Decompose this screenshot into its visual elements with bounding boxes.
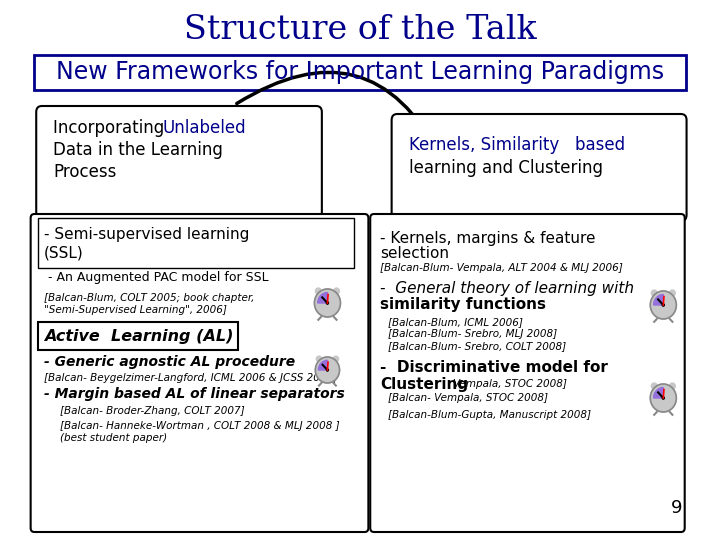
FancyArrowPatch shape: [237, 72, 441, 157]
Text: [Balcan- Beygelzimer-Langford, ICML 2006 & JCSS 2008]: [Balcan- Beygelzimer-Langford, ICML 2006…: [44, 373, 337, 383]
Text: [Balcan-Blum- Srebro, MLJ 2008]: [Balcan-Blum- Srebro, MLJ 2008]: [388, 329, 557, 339]
Text: [Balcan- Hanneke-Wortman , COLT 2008 & MLJ 2008 ]: [Balcan- Hanneke-Wortman , COLT 2008 & M…: [60, 421, 340, 431]
Circle shape: [652, 383, 657, 389]
Text: - Margin based AL of linear separators: - Margin based AL of linear separators: [44, 387, 344, 401]
Text: Structure of the Talk: Structure of the Talk: [184, 14, 536, 46]
Circle shape: [662, 304, 665, 306]
Text: "Semi-Supervised Learning", 2006]: "Semi-Supervised Learning", 2006]: [44, 305, 227, 315]
FancyBboxPatch shape: [370, 214, 685, 532]
Circle shape: [316, 356, 322, 362]
Text: Process: Process: [53, 163, 117, 181]
Text: 9: 9: [670, 499, 682, 517]
Wedge shape: [654, 388, 663, 398]
Text: [Balcan-Blum- Srebro, COLT 2008]: [Balcan-Blum- Srebro, COLT 2008]: [388, 341, 566, 351]
Circle shape: [670, 290, 675, 296]
Text: Kernels, Similarity   based: Kernels, Similarity based: [409, 136, 626, 154]
Circle shape: [333, 356, 338, 362]
Wedge shape: [318, 293, 328, 303]
Circle shape: [315, 289, 341, 317]
Text: -  General theory of learning with: - General theory of learning with: [380, 280, 634, 295]
Text: Incorporating: Incorporating: [53, 119, 175, 137]
Text: (SSL): (SSL): [44, 246, 84, 260]
Text: [Balcan-Blum, COLT 2005; book chapter,: [Balcan-Blum, COLT 2005; book chapter,: [44, 293, 254, 303]
Text: [Balcan-Blum-Gupta, Manuscript 2008]: [Balcan-Blum-Gupta, Manuscript 2008]: [388, 410, 591, 420]
FancyBboxPatch shape: [31, 214, 369, 532]
Circle shape: [326, 302, 328, 304]
Bar: [38, 218, 354, 268]
Text: New Frameworks for Important Learning Paradigms: New Frameworks for Important Learning Pa…: [56, 60, 664, 84]
Bar: [35, 55, 685, 90]
Bar: [38, 322, 238, 350]
FancyBboxPatch shape: [36, 106, 322, 218]
Circle shape: [650, 384, 676, 412]
Text: - Semi-supervised learning: - Semi-supervised learning: [44, 227, 249, 242]
Text: similarity functions: similarity functions: [380, 296, 546, 312]
FancyBboxPatch shape: [392, 114, 687, 221]
Text: [Balcan- Vempala, STOC 2008]: [Balcan- Vempala, STOC 2008]: [388, 393, 548, 403]
Circle shape: [670, 383, 675, 389]
Text: - Kernels, margins & feature: - Kernels, margins & feature: [380, 231, 596, 246]
Text: selection: selection: [380, 246, 449, 261]
Circle shape: [652, 290, 657, 296]
Text: learning and Clustering: learning and Clustering: [409, 159, 603, 177]
Circle shape: [662, 397, 665, 399]
Text: Data in the Learning: Data in the Learning: [53, 141, 223, 159]
Text: [Balcan- Broder-Zhang, COLT 2007]: [Balcan- Broder-Zhang, COLT 2007]: [60, 406, 245, 416]
Text: [Balcan-Blum- Vempala, ALT 2004 & MLJ 2006]: [Balcan-Blum- Vempala, ALT 2004 & MLJ 20…: [380, 263, 624, 273]
Text: -  Discriminative model for: - Discriminative model for: [380, 361, 608, 375]
Text: Active  Learning (AL): Active Learning (AL): [44, 328, 233, 343]
Text: (best student paper): (best student paper): [60, 433, 168, 443]
Text: - An Augmented PAC model for SSL: - An Augmented PAC model for SSL: [44, 272, 269, 285]
Circle shape: [326, 369, 328, 371]
Text: [Balcan-Blum, ICML 2006]: [Balcan-Blum, ICML 2006]: [388, 317, 523, 327]
Text: Clustering: Clustering: [380, 376, 469, 392]
Circle shape: [650, 291, 676, 319]
Circle shape: [333, 288, 339, 294]
Circle shape: [315, 288, 321, 294]
Circle shape: [315, 357, 340, 383]
Wedge shape: [654, 294, 663, 305]
Wedge shape: [318, 360, 328, 370]
Text: Vempala, STOC 2008]: Vempala, STOC 2008]: [453, 379, 567, 389]
Text: Unlabeled: Unlabeled: [163, 119, 246, 137]
Text: - Generic agnostic AL procedure: - Generic agnostic AL procedure: [44, 355, 294, 369]
